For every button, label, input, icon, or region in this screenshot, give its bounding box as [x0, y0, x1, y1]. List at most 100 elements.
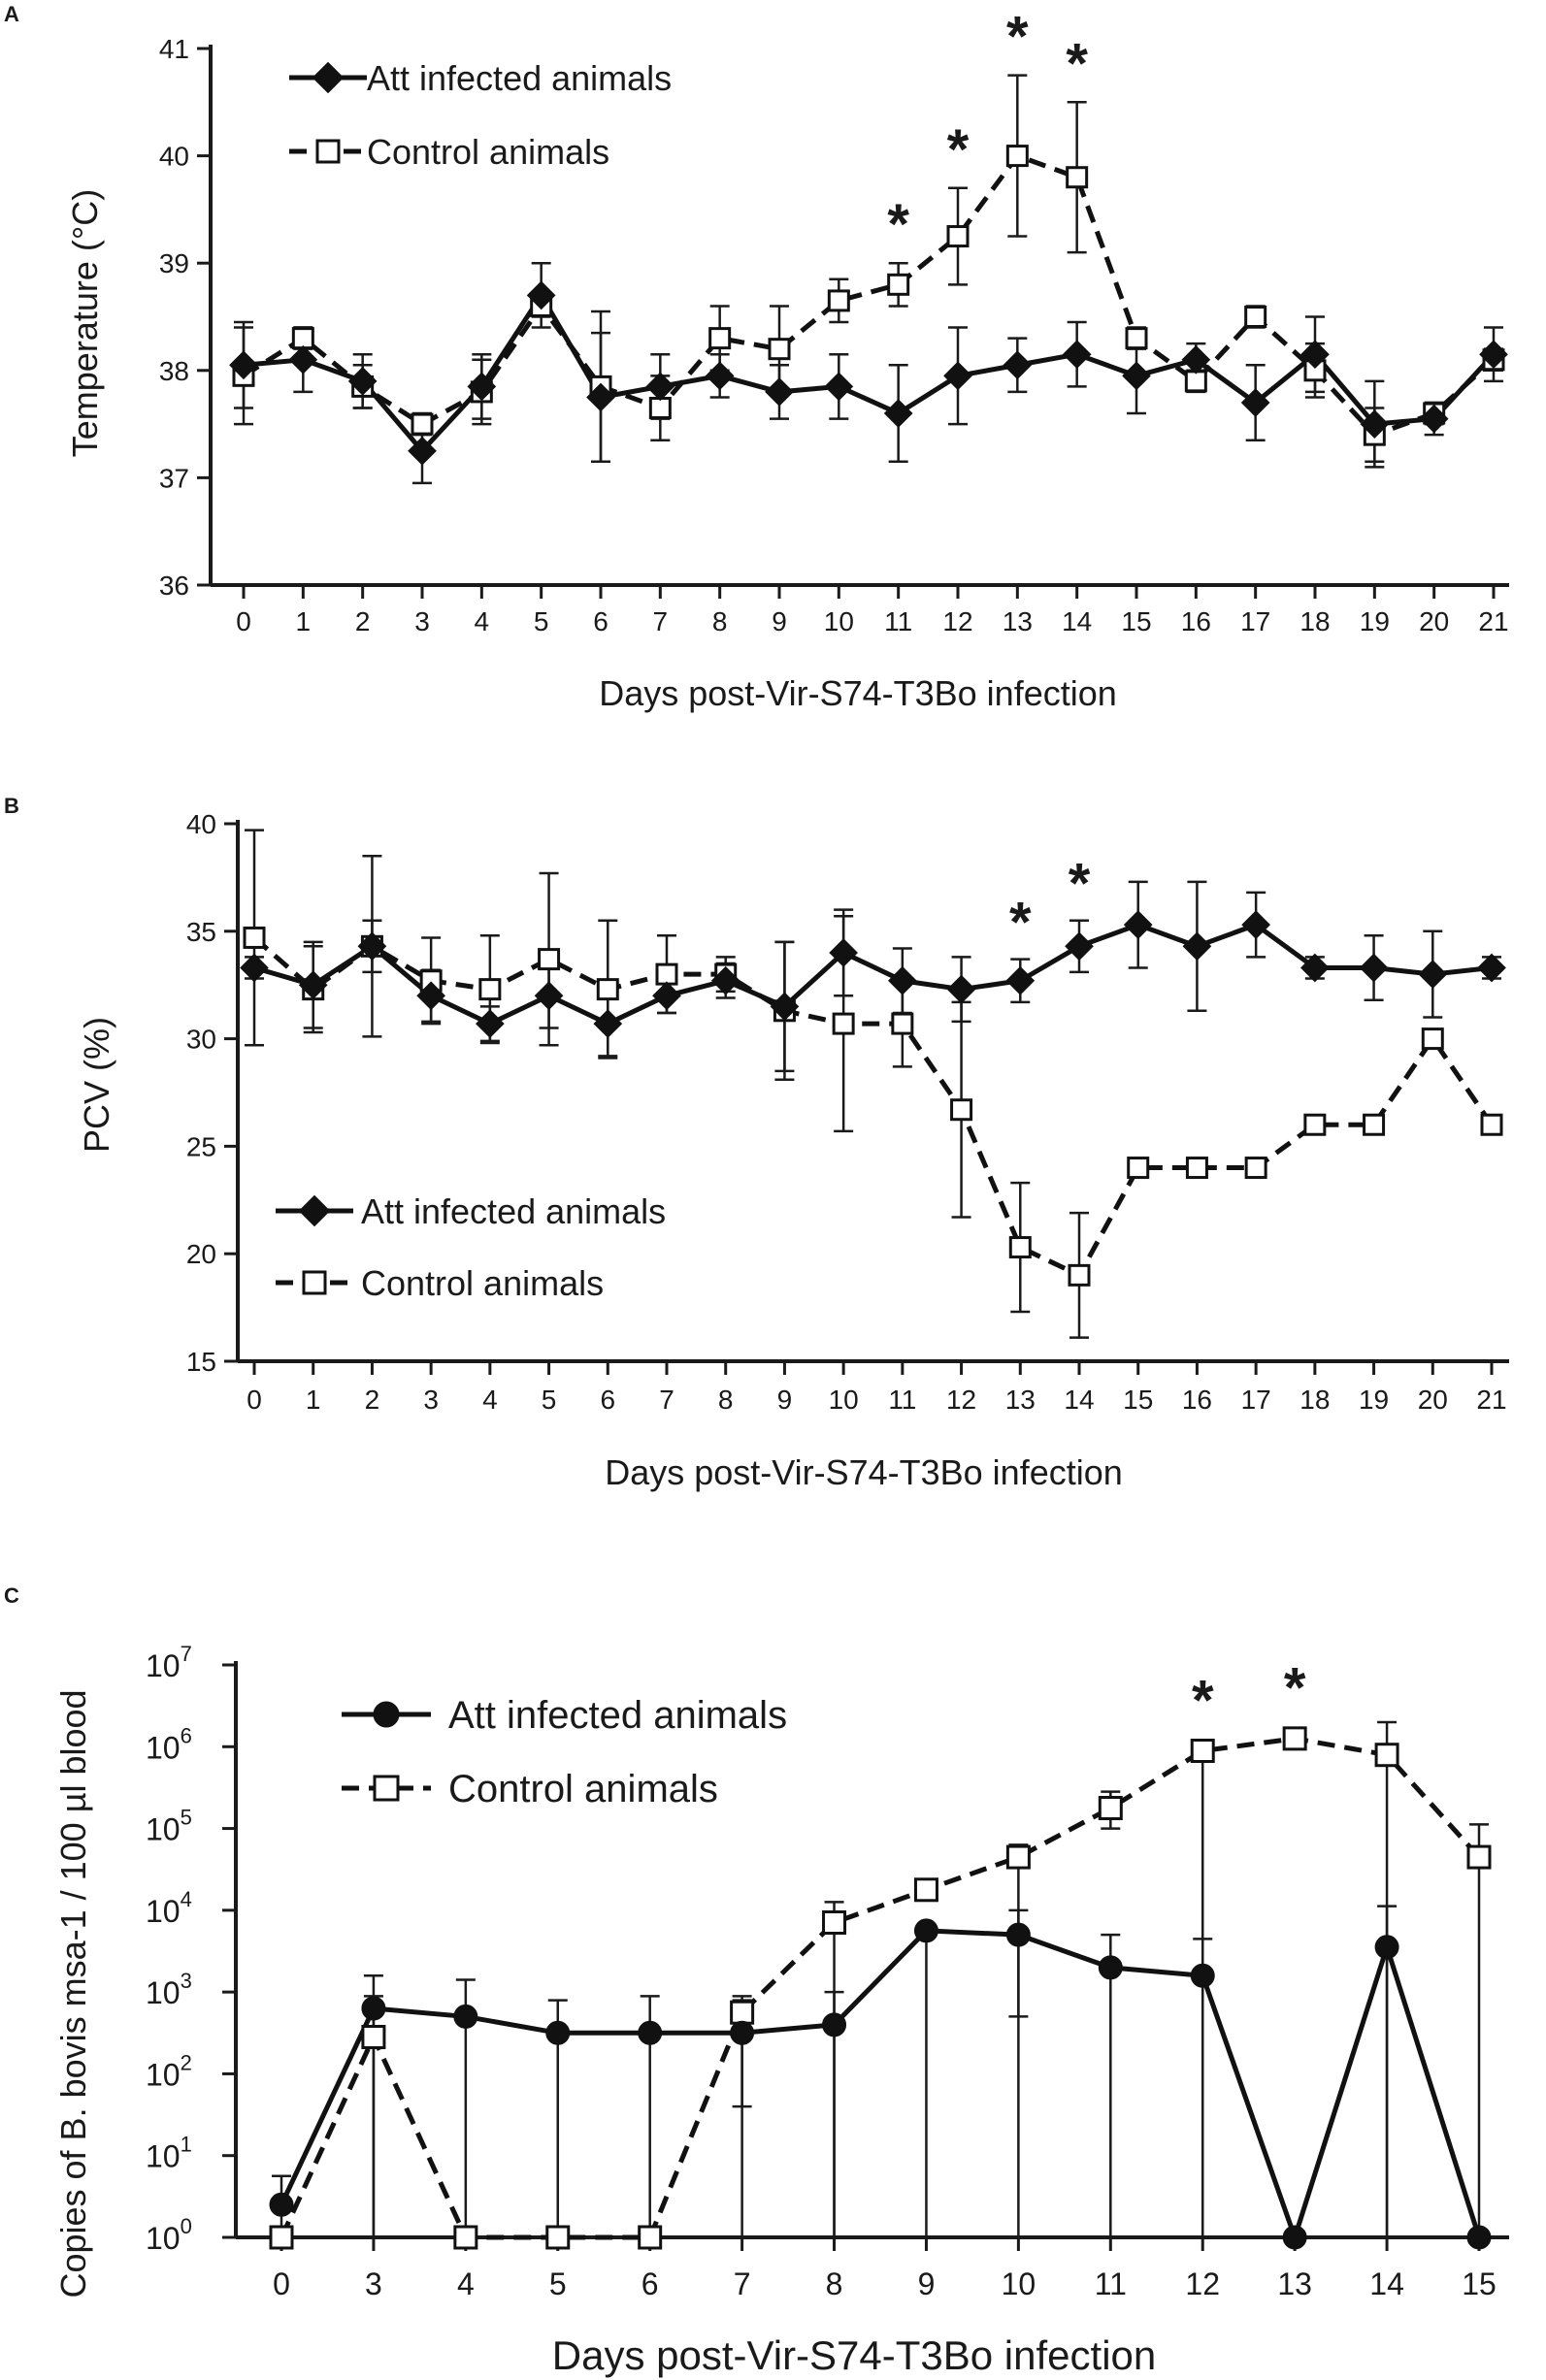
data-point-ctl: [478, 978, 502, 1001]
x-tick-label: 7: [734, 2266, 751, 2301]
y-tick-label: 103: [146, 1969, 192, 2010]
significance-star: *: [1284, 1657, 1306, 1720]
data-point-att: [1122, 361, 1151, 391]
significance-c: * *: [1192, 1657, 1306, 1733]
data-point-ctl: [596, 978, 619, 1001]
y-tick-label: 30: [186, 1025, 216, 1055]
data-point-ctl: [1005, 145, 1029, 168]
legend-marker-ctl-b: [302, 1270, 327, 1295]
data-point-ctl: [361, 2025, 386, 2049]
x-tick-label: 3: [423, 1385, 439, 1415]
panel-letter-c: C: [4, 1583, 19, 1608]
data-point-ctl: [1244, 306, 1267, 328]
legend-marker-ctl-a: [315, 139, 341, 164]
series-line-att: [279, 1928, 1482, 2245]
legend-b: Att infected animals Control animals: [276, 1191, 666, 1303]
y-axis-title-c: Copies of B. bovis msa-1 / 100 µl blood: [53, 1689, 93, 2298]
data-point-ctl: [708, 327, 732, 350]
data-point-ctl: [291, 327, 314, 350]
data-point-att: [1065, 931, 1094, 962]
x-tick-label: 12: [1185, 2266, 1220, 2301]
legend-label-ctl-a: Control animals: [367, 132, 609, 172]
significance-star: *: [1192, 1669, 1214, 1732]
significance-star: *: [887, 193, 909, 256]
data-point-ctl: [1363, 1113, 1386, 1136]
data-point-ctl: [638, 2225, 663, 2250]
x-tick-label: 4: [475, 606, 490, 636]
data-point-ctl: [1421, 1027, 1444, 1051]
data-point-att: [1062, 340, 1092, 370]
markers-a: [229, 145, 1508, 466]
data-point-ctl: [1125, 327, 1148, 350]
x-axis-title-c: Days post-Vir-S74-T3Bo infection: [552, 2332, 1157, 2378]
x-tick-label: 0: [236, 606, 251, 636]
data-point-ctl: [1303, 1113, 1327, 1136]
y-tick-label: 106: [146, 1723, 192, 1765]
y-tick-label: 40: [159, 142, 189, 172]
significance-star: *: [1009, 892, 1032, 955]
data-point-ctl: [269, 2225, 294, 2250]
x-tick-label: 8: [718, 1385, 734, 1415]
data-point-att: [829, 938, 858, 967]
data-point-att: [765, 377, 794, 407]
data-point-att: [645, 372, 675, 402]
data-point-att: [1241, 910, 1270, 940]
data-point-ctl: [1374, 1743, 1399, 1768]
x-tick-label: 17: [1241, 1385, 1271, 1415]
y-tick-label: 15: [186, 1347, 216, 1377]
data-point-att: [822, 2012, 847, 2038]
data-point-att: [1282, 2225, 1307, 2250]
data-point-att: [1003, 350, 1033, 380]
data-point-att: [534, 981, 564, 1011]
y-tick-label: 37: [159, 463, 189, 493]
data-point-att: [347, 367, 378, 396]
x-tick-label: 0: [273, 2266, 290, 2301]
data-point-ctl: [545, 2225, 571, 2250]
y-tick-label: 25: [186, 1131, 216, 1161]
y-tick-label: 41: [159, 34, 189, 64]
data-point-ctl: [822, 1910, 847, 1935]
data-point-att: [1098, 1955, 1123, 1980]
markers-b: [240, 910, 1506, 1287]
data-point-ctl: [1185, 1157, 1208, 1180]
data-point-att: [1181, 344, 1211, 375]
x-tick-label: 13: [1003, 606, 1033, 636]
axes-a: 0 1 2 3 4 5 6 7 8 9 10 11 12 13 14 15 16 17 18 19 20 21363738…: [159, 34, 1509, 636]
x-tick-label: 21: [1478, 606, 1508, 636]
x-tick-label: 8: [826, 2266, 843, 2301]
x-tick-label: 13: [1005, 1385, 1036, 1415]
data-point-ctl: [243, 926, 266, 949]
series-lines-a: [242, 152, 1496, 455]
data-point-ctl: [1005, 1844, 1031, 1870]
data-point-att: [269, 2192, 294, 2217]
data-point-att: [593, 1009, 623, 1038]
data-point-att: [1300, 340, 1330, 370]
x-tick-label: 9: [918, 2266, 936, 2301]
legend-label-att-a: Att infected animals: [367, 58, 672, 98]
data-point-att: [545, 2020, 571, 2045]
x-tick-label: 5: [534, 606, 549, 636]
y-tick-label: 35: [186, 917, 216, 947]
data-point-ctl: [887, 273, 910, 296]
y-axis-title-a: Temperature (°C): [65, 189, 105, 457]
significance-star: *: [1006, 6, 1029, 69]
data-point-ctl: [1480, 1113, 1503, 1136]
x-tick-label: 7: [659, 1385, 674, 1415]
data-point-ctl: [655, 962, 678, 986]
x-tick-label: 10: [824, 606, 854, 636]
data-point-ctl: [1184, 370, 1207, 393]
panel-b: B PCV (%) Days post-Vir-S74-T3Bo infecti…: [4, 794, 1509, 1492]
x-tick-label: 18: [1299, 606, 1330, 636]
x-tick-label: 11: [888, 1385, 916, 1415]
x-tick-label: 12: [946, 1385, 976, 1415]
data-point-ctl: [1466, 1844, 1492, 1870]
data-point-ctl: [1008, 1236, 1032, 1259]
x-tick-label: 11: [1095, 2266, 1127, 2301]
data-point-att: [652, 981, 681, 1011]
data-point-att: [357, 931, 387, 962]
data-point-att: [730, 2020, 755, 2045]
data-point-att: [1359, 953, 1389, 983]
panel-letter-b: B: [4, 794, 19, 818]
y-axis-title-b: PCV (%): [77, 1017, 116, 1153]
data-point-att: [1477, 953, 1506, 983]
